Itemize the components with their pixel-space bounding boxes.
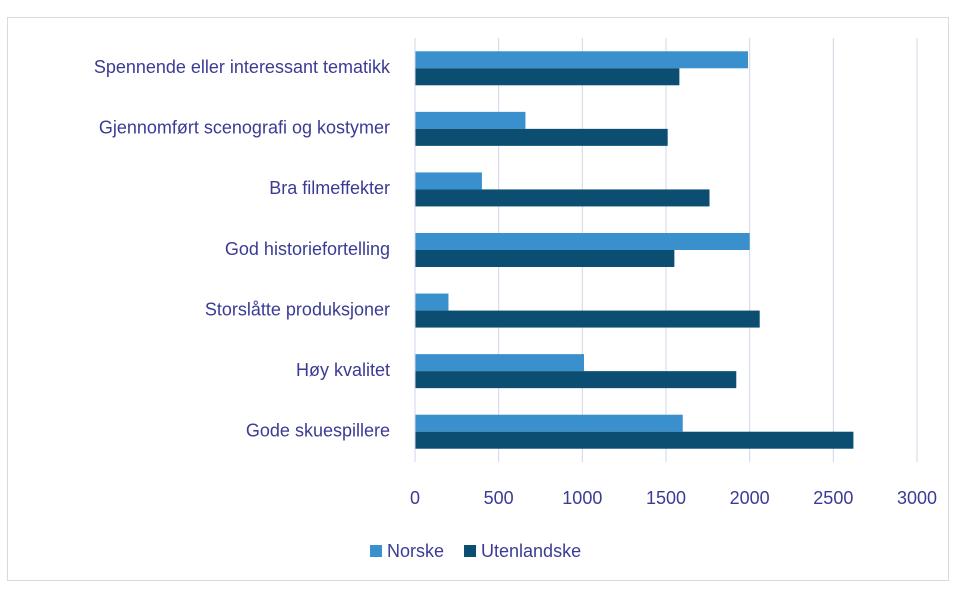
bar	[415, 172, 482, 190]
bar	[415, 310, 760, 328]
y-tick-label: Spennende eller interessant tematikk	[94, 57, 391, 77]
bar	[415, 111, 526, 129]
y-tick-label: Gode skuespillere	[246, 420, 390, 440]
y-tick-label: Bra filmeffekter	[269, 178, 390, 198]
legend-swatch	[464, 545, 477, 557]
bar	[415, 68, 680, 86]
legend-swatch	[370, 545, 382, 557]
y-tick-label: Gjennomført scenografi og kostymer	[99, 118, 390, 138]
bar	[415, 293, 449, 311]
y-tick-label: Storslåtte produksjoner	[205, 299, 390, 319]
x-tick-label: 0	[410, 488, 420, 508]
x-tick-label: 1500	[646, 488, 686, 508]
bar	[415, 189, 710, 207]
legend-label: Norske	[387, 541, 444, 561]
bar	[415, 354, 585, 372]
bar	[415, 233, 750, 250]
bar	[415, 128, 668, 146]
y-tick-label: God historiefortelling	[225, 239, 390, 259]
bar	[415, 250, 675, 267]
x-tick-label: 1000	[562, 488, 602, 508]
x-tick-label: 3000	[897, 488, 937, 508]
legend-label: Utenlandske	[481, 541, 581, 561]
bar	[415, 414, 683, 432]
bar	[415, 371, 737, 389]
y-tick-label: Høy kvalitet	[296, 360, 390, 380]
bar	[415, 51, 748, 69]
bar	[415, 431, 854, 449]
x-tick-label: 2500	[813, 488, 853, 508]
x-tick-label: 2000	[730, 488, 770, 508]
chart-frame	[7, 17, 949, 581]
x-tick-label: 500	[484, 488, 514, 508]
